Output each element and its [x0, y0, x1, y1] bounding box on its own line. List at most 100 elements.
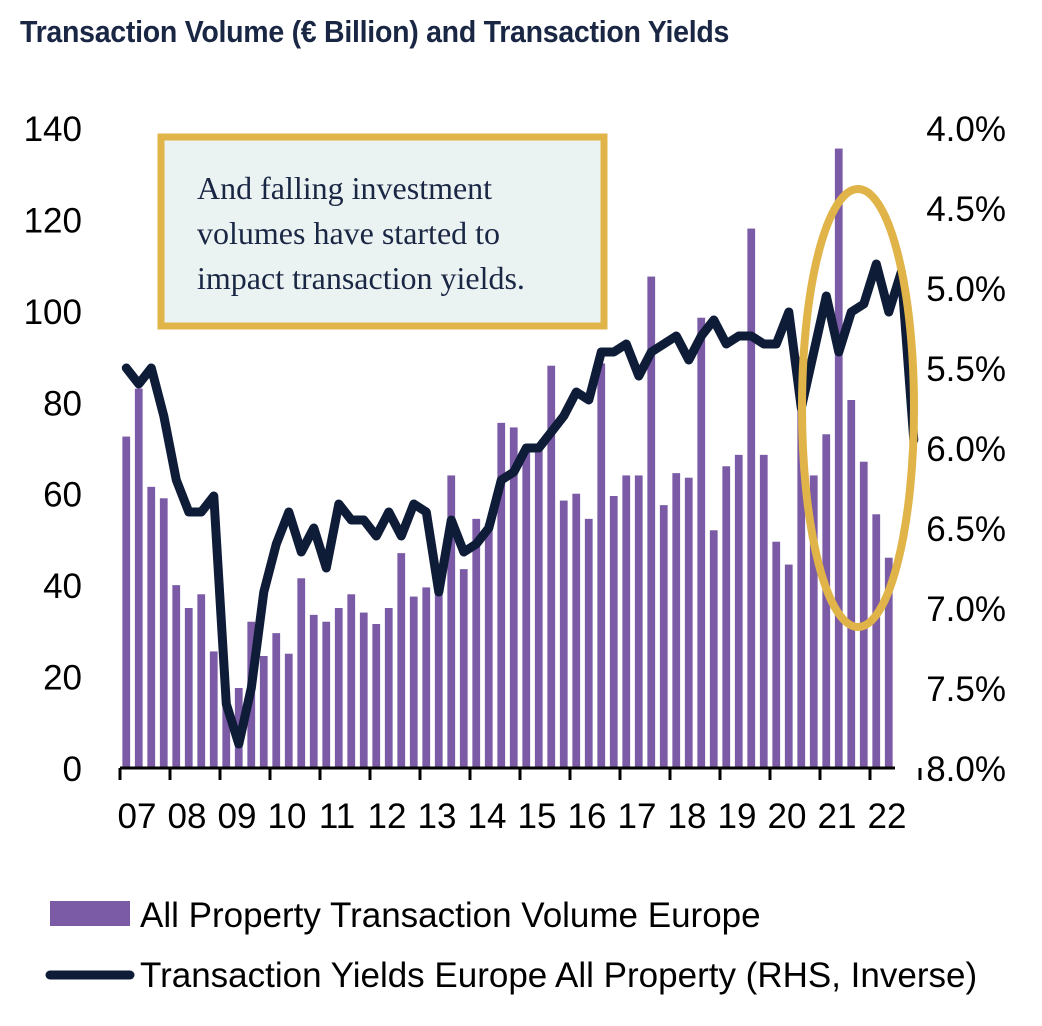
bar	[197, 594, 206, 768]
x-tick-label: 14	[468, 797, 507, 836]
x-tick-label: 10	[268, 797, 307, 836]
bar	[384, 608, 393, 768]
chart-title: Transaction Volume (€ Billion) and Trans…	[20, 14, 730, 49]
y-right-tick-label: 5.5%	[926, 350, 1006, 389]
y-left-tick-label: 80	[43, 384, 82, 423]
callout-line: And falling investment	[197, 170, 492, 206]
bar	[547, 365, 556, 768]
bar	[722, 466, 731, 768]
bar	[559, 500, 568, 768]
x-tick-label: 19	[718, 797, 757, 836]
bar	[672, 473, 681, 768]
callout-box: And falling investment volumes have star…	[157, 133, 608, 330]
y-left-tick-label: 100	[24, 293, 82, 332]
y-left-tick-label: 60	[43, 476, 82, 515]
y-left-tick-label: 120	[24, 201, 82, 240]
y-right-tick-label: 8.0%	[926, 750, 1006, 789]
x-tick-label: 20	[768, 797, 807, 836]
bar	[822, 434, 831, 768]
x-tick-label: 21	[818, 797, 857, 836]
bar	[284, 653, 293, 768]
bar	[884, 557, 893, 768]
bar	[472, 518, 481, 768]
y-axis-left-ticks: 0 20 40 60 80 100 120 140	[24, 110, 82, 789]
bar	[872, 514, 881, 768]
bar	[584, 518, 593, 768]
bar	[509, 427, 518, 768]
y-right-tick-label: 5.0%	[926, 270, 1006, 309]
bar	[784, 564, 793, 768]
bar	[422, 587, 431, 768]
bar	[359, 612, 368, 768]
bar	[647, 276, 656, 768]
bar	[309, 614, 318, 768]
bar	[659, 505, 668, 768]
x-tick-label: 12	[368, 797, 407, 836]
bar	[434, 585, 443, 768]
bar	[322, 621, 331, 768]
y-right-tick-label: 6.0%	[926, 430, 1006, 469]
y-left-tick-label: 20	[43, 659, 82, 698]
bar	[772, 541, 781, 768]
bar	[684, 477, 693, 768]
bar	[397, 553, 406, 768]
y-left-tick-label: 0	[63, 750, 82, 789]
bar	[797, 356, 806, 768]
bar	[134, 388, 143, 768]
bar	[609, 496, 618, 768]
y-right-tick-label: 4.0%	[926, 110, 1006, 149]
bar	[597, 363, 606, 768]
legend-label-line: Transaction Yields Europe All Property (…	[140, 956, 977, 995]
y-left-tick-label: 40	[43, 567, 82, 606]
bar	[209, 651, 218, 768]
legend-label-bar: All Property Transaction Volume Europe	[140, 896, 761, 935]
callout-line: volumes have started to	[197, 215, 500, 251]
x-tick-label: 11	[319, 797, 355, 836]
bar	[347, 594, 356, 768]
bar	[159, 498, 168, 768]
yield-line	[121, 259, 919, 749]
bar	[634, 475, 643, 768]
bar	[147, 486, 156, 768]
x-tick-label: 09	[218, 797, 257, 836]
y-right-tick-label: 6.5%	[926, 510, 1006, 549]
legend: All Property Transaction Volume Europe T…	[45, 896, 977, 995]
y-right-tick-label: 7.0%	[926, 590, 1006, 629]
bar	[372, 624, 381, 768]
x-tick-label: 17	[618, 797, 657, 836]
callout-line: impact transaction yields.	[197, 260, 525, 296]
bar	[859, 461, 868, 768]
y-right-tick-label: 7.5%	[926, 670, 1006, 709]
bar	[222, 697, 231, 768]
x-tick-label: 13	[418, 797, 457, 836]
bar	[697, 317, 706, 768]
x-tick-label: 18	[668, 797, 707, 836]
legend-swatch-bar	[50, 901, 130, 926]
y-axis-right-ticks: 4.0% 4.5% 5.0% 5.5% 6.0% 6.5% 7.0% 7.5% 8.0%	[926, 110, 1006, 789]
bar	[484, 523, 493, 768]
callout-border	[157, 133, 608, 330]
x-axis-ticks: 07 08 09 10 11 12 13 14 15 16 17 18 19 20 21 22	[118, 768, 922, 836]
bar	[572, 493, 581, 768]
bar	[334, 608, 343, 768]
bar	[297, 578, 306, 768]
bar	[847, 400, 856, 768]
bar	[272, 633, 281, 768]
highlight-ellipse	[798, 185, 918, 631]
x-tick-label: 15	[518, 797, 557, 836]
bar	[734, 454, 743, 768]
bar	[834, 148, 843, 769]
bar	[497, 422, 506, 768]
bar	[622, 475, 631, 768]
bar	[759, 454, 768, 768]
x-tick-label: 07	[118, 797, 157, 836]
x-tick-label: 16	[568, 797, 607, 836]
bar	[259, 656, 268, 768]
bar	[522, 448, 531, 768]
bar	[447, 475, 456, 768]
x-tick-label: 08	[168, 797, 207, 836]
bar	[459, 569, 468, 768]
bar	[184, 608, 193, 768]
y-left-tick-label: 140	[24, 110, 82, 149]
